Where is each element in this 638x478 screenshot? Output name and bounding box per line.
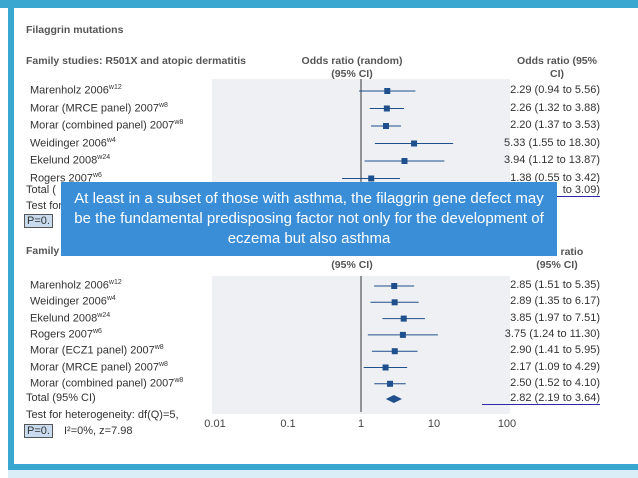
study-ci-text: 2.26 (1.32 to 3.88): [510, 101, 600, 114]
study-reference: w24: [97, 311, 111, 319]
study-ci-text: 3.94 (1.12 to 13.87): [503, 154, 600, 166]
panel1-or-header: Odds ratio (random) (95% CI): [301, 55, 403, 80]
study-ci-text: 2.20 (1.37 to 3.53): [510, 119, 600, 131]
study-label: Rogers 2007w6: [30, 328, 102, 341]
panel2-total-ci: 2.82 (2.19 to 3.64): [482, 392, 600, 405]
study-label: Ekelund 2008w24: [30, 154, 110, 167]
study-ci-text: 2.29 (0.94 to 5.56): [510, 84, 600, 96]
study-point: [411, 140, 418, 147]
panel1-ci-header: Odds ratio (95% CI): [517, 55, 597, 80]
x-tick-label: 0.1: [280, 418, 296, 430]
panel1-title: Family studies: R501X and atopic dermati…: [26, 55, 246, 67]
study-name: Ekelund 2008: [30, 154, 98, 167]
study-reference: w4: [106, 136, 116, 144]
panel1-total-label: Total (: [26, 184, 56, 196]
callout-box: At least in a subset of those with asthm…: [61, 182, 557, 256]
top-accent-bar: [0, 0, 638, 8]
study-label: Morar (combined panel) 2007w8: [30, 377, 183, 390]
study-label: Marenholz 2006w12: [30, 84, 122, 97]
study-ci-text: 2.89 (1.35 to 6.17): [510, 295, 600, 308]
bottom-accent-strip: [8, 470, 638, 478]
study-point: [401, 158, 408, 164]
study-ci-text: 1.38 (0.55 to 3.42): [510, 171, 600, 184]
panel1-p-value: P=0.: [24, 214, 53, 228]
study-name: Ekelund 2008: [30, 312, 98, 325]
study-reference: w8: [159, 360, 168, 368]
study-point: [387, 380, 394, 387]
study-point: [400, 315, 407, 322]
x-tick-label: 0.01: [204, 418, 226, 430]
panel2-stats: I²=0%, z=7.98: [64, 425, 133, 437]
study-point: [391, 283, 398, 289]
study-ci-text: 2.50 (1.52 to 4.10): [510, 376, 600, 389]
study-reference: w24: [97, 154, 111, 161]
study-reference: w8: [154, 344, 164, 352]
study-name: Morar (MRCE panel) 2007: [30, 361, 159, 374]
study-reference: w6: [93, 327, 102, 335]
study-reference: w8: [174, 376, 184, 384]
study-reference: w8: [159, 101, 168, 109]
study-ci-text: 2.17 (1.09 to 4.29): [510, 360, 600, 373]
study-label: Weidinger 2006w4: [30, 295, 116, 308]
study-name: Morar (combined panel) 2007: [30, 377, 175, 390]
forest-plot-marks: [342, 79, 454, 412]
study-reference: w12: [108, 84, 122, 91]
study-name: Morar (combined panel) 2007: [30, 119, 175, 132]
study-label: Morar (MRCE panel) 2007w8: [30, 102, 168, 115]
study-point: [368, 175, 375, 182]
panel2-total-label: Total (95% CI): [26, 392, 96, 404]
study-name: Weidinger 2006: [30, 295, 107, 308]
study-name: Morar (MRCE panel) 2007: [30, 102, 159, 115]
study-ci-text: 5.33 (1.55 to 18.30): [503, 136, 600, 149]
study-label: Marenholz 2006w12: [30, 279, 122, 292]
study-label: Morar (MRCE panel) 2007w8: [30, 361, 168, 374]
study-reference: w6: [93, 171, 102, 179]
study-point: [391, 299, 398, 306]
x-tick-label: 10: [427, 418, 441, 430]
study-reference: w12: [108, 279, 122, 286]
study-reference: w4: [106, 295, 116, 303]
study-point: [399, 331, 406, 338]
left-accent-bar: [8, 8, 14, 468]
panel2-or-header: (95% CI): [331, 259, 373, 271]
x-tick-label: 100: [497, 418, 517, 430]
study-reference: w8: [174, 119, 184, 126]
study-point: [391, 348, 398, 355]
study-name: Rogers 2007: [30, 172, 93, 185]
study-name: Weidinger 2006: [30, 137, 107, 150]
study-label: Ekelund 2008w24: [30, 312, 110, 325]
study-ci-text: 3.85 (1.97 to 7.51): [510, 311, 600, 324]
study-point: [384, 88, 391, 94]
study-ci-text: 2.90 (1.41 to 5.95): [510, 344, 600, 357]
study-label: Morar (ECZ1 panel) 2007w8: [30, 344, 164, 357]
study-name: Morar (ECZ1 panel) 2007: [30, 344, 155, 357]
figure-title: Filaggrin mutations: [26, 24, 124, 36]
panel2-heterogeneity: Test for heterogeneity: df(Q)=5,: [26, 409, 179, 421]
study-label: Rogers 2007w6: [30, 172, 102, 185]
study-point: [382, 364, 389, 371]
study-name: Marenholz 2006: [30, 279, 109, 292]
panel2-p-value: P=0.: [24, 424, 53, 438]
x-tick-label: 1: [357, 418, 365, 430]
study-name: Rogers 2007: [30, 328, 93, 341]
study-point: [383, 105, 390, 112]
bottom-accent-bar: [8, 464, 638, 470]
panel2-ci-header: (95% CI): [536, 259, 578, 271]
forest-plot-figure: Filaggrin mutations Family studies: R501…: [20, 14, 620, 462]
study-ci-text: 2.85 (1.51 to 5.35): [510, 279, 600, 291]
study-label: Weidinger 2006w4: [30, 137, 116, 150]
total-diamond: [385, 395, 402, 403]
panel1-heterogeneity: Test for: [26, 200, 63, 212]
study-name: Marenholz 2006: [30, 84, 109, 97]
study-ci-text: 3.75 (1.24 to 11.30): [504, 327, 600, 340]
study-point: [382, 123, 389, 129]
study-label: Morar (combined panel) 2007w8: [30, 119, 183, 132]
